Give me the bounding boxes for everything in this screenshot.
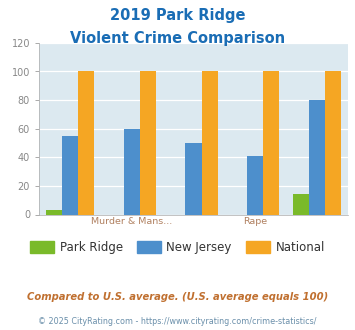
Bar (185, 143, 202, 214)
Text: © 2025 CityRating.com - https://www.cityrating.com/crime-statistics/: © 2025 CityRating.com - https://www.city… (38, 317, 317, 326)
Text: Compared to U.S. average. (U.S. average equals 100): Compared to U.S. average. (U.S. average … (27, 292, 328, 302)
Bar (309, 100, 325, 214)
Bar (247, 156, 263, 214)
Bar (78, 72, 94, 214)
Bar (124, 129, 140, 214)
Text: Violent Crime Comparison: Violent Crime Comparison (70, 31, 285, 46)
Bar (46, 210, 62, 214)
Bar (293, 194, 309, 214)
Text: 2019 Park Ridge: 2019 Park Ridge (110, 8, 245, 23)
Legend: Park Ridge, New Jersey, National: Park Ridge, New Jersey, National (30, 241, 325, 254)
Bar (140, 72, 156, 214)
Bar (202, 72, 218, 214)
Bar (62, 136, 78, 214)
Bar (325, 72, 341, 214)
Bar (263, 72, 279, 214)
